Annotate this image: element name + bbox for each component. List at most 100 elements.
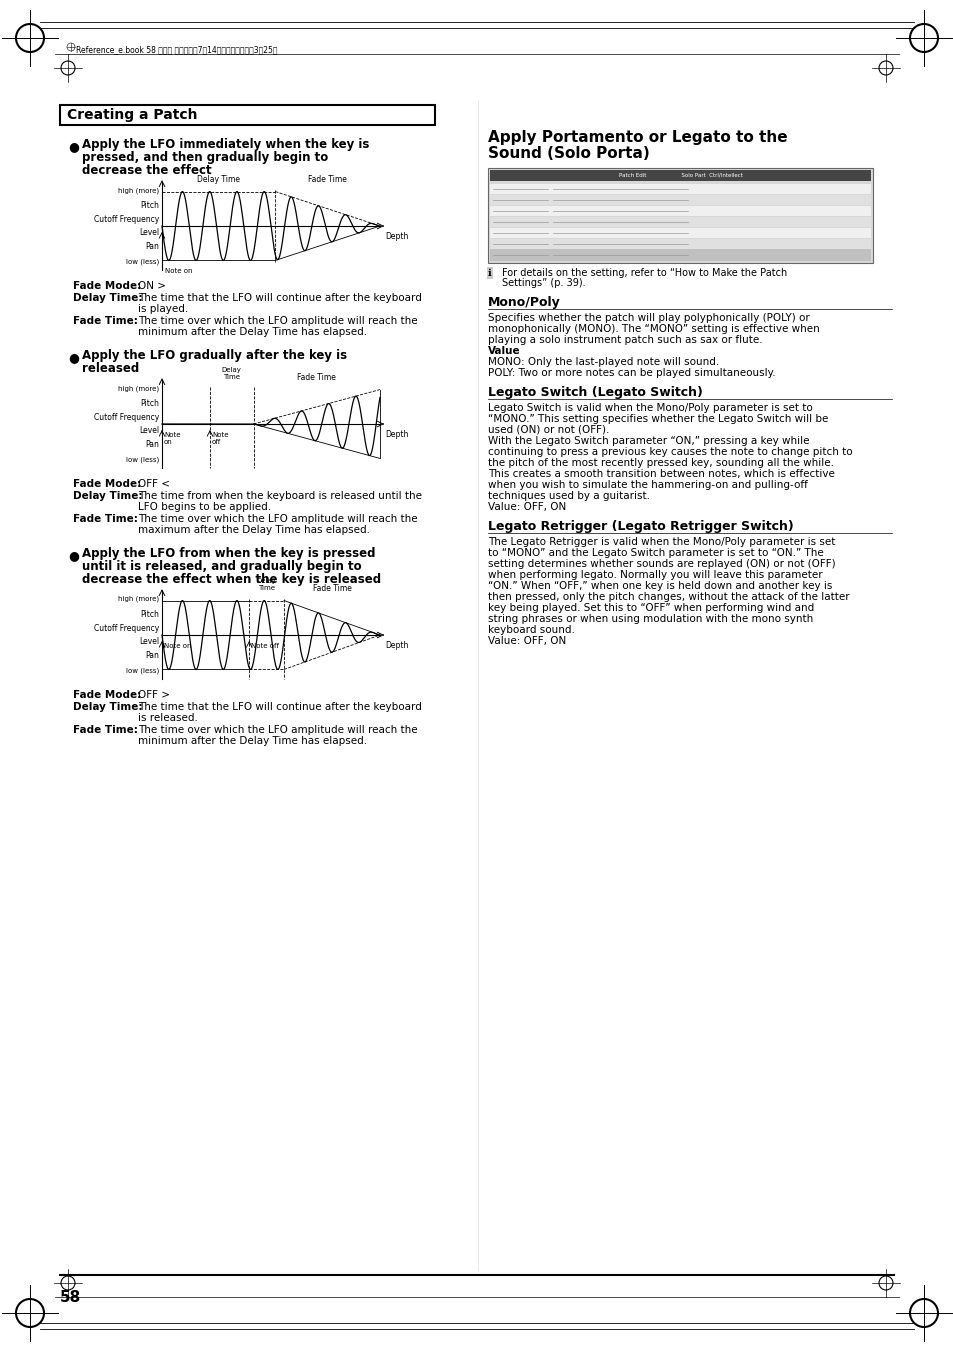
Text: Apply the LFO immediately when the key is: Apply the LFO immediately when the key i… (82, 138, 369, 151)
Text: OFF >: OFF > (138, 690, 170, 700)
Text: Note off: Note off (251, 643, 279, 648)
Text: continuing to press a previous key causes the note to change pitch to: continuing to press a previous key cause… (488, 447, 852, 457)
Text: Note on: Note on (164, 643, 192, 648)
Text: Pan: Pan (145, 651, 159, 661)
Text: Fade Mode:: Fade Mode: (73, 281, 141, 290)
Bar (490, 170, 870, 181)
Text: setting determines whether sounds are replayed (ON) or not (OFF): setting determines whether sounds are re… (488, 559, 835, 569)
Text: pressed, and then gradually begin to: pressed, and then gradually begin to (82, 151, 328, 163)
Text: key being played. Set this to “OFF” when performing wind and: key being played. Set this to “OFF” when… (488, 603, 814, 613)
Text: Delay
Time: Delay Time (256, 578, 276, 590)
Text: Cutoff Frequency: Cutoff Frequency (93, 215, 159, 224)
Text: Legato Switch is valid when the Mono/Poly parameter is set to: Legato Switch is valid when the Mono/Pol… (488, 403, 812, 413)
Text: Fade Time:: Fade Time: (73, 725, 138, 735)
Text: high (more): high (more) (118, 186, 159, 193)
Text: Note on: Note on (165, 269, 193, 274)
Text: The time from when the keyboard is released until the: The time from when the keyboard is relea… (138, 490, 421, 501)
Text: to “MONO” and the Legato Switch parameter is set to “ON.” The: to “MONO” and the Legato Switch paramete… (488, 549, 822, 558)
Text: Cutoff Frequency: Cutoff Frequency (93, 412, 159, 422)
Text: With the Legato Switch parameter “ON,” pressing a key while: With the Legato Switch parameter “ON,” p… (488, 436, 809, 446)
Text: 58: 58 (60, 1290, 81, 1305)
Text: Depth: Depth (385, 430, 408, 439)
Text: low (less): low (less) (126, 457, 159, 463)
Text: ●: ● (68, 351, 79, 363)
Text: Value: OFF, ON: Value: OFF, ON (488, 503, 566, 512)
Text: Fade Time:: Fade Time: (73, 513, 138, 524)
Text: minimum after the Delay Time has elapsed.: minimum after the Delay Time has elapsed… (138, 327, 367, 336)
Text: The time over which the LFO amplitude will reach the: The time over which the LFO amplitude wi… (138, 725, 417, 735)
Text: Apply the LFO from when the key is pressed: Apply the LFO from when the key is press… (82, 547, 375, 561)
Text: high (more): high (more) (118, 385, 159, 392)
Text: then pressed, only the pitch changes, without the attack of the latter: then pressed, only the pitch changes, wi… (488, 592, 849, 603)
Text: The Legato Retrigger is valid when the Mono/Poly parameter is set: The Legato Retrigger is valid when the M… (488, 536, 835, 547)
Text: Delay Time:: Delay Time: (73, 490, 142, 501)
Text: released: released (82, 362, 139, 376)
Text: Apply the LFO gradually after the key is: Apply the LFO gradually after the key is (82, 349, 347, 362)
Text: monophonically (MONO). The “MONO” setting is effective when: monophonically (MONO). The “MONO” settin… (488, 324, 819, 334)
Text: decrease the effect: decrease the effect (82, 163, 212, 177)
Text: high (more): high (more) (118, 596, 159, 603)
Text: LFO begins to be applied.: LFO begins to be applied. (138, 503, 271, 512)
Text: The time over which the LFO amplitude will reach the: The time over which the LFO amplitude wi… (138, 316, 417, 326)
Text: The time that the LFO will continue after the keyboard: The time that the LFO will continue afte… (138, 293, 421, 303)
Text: Sound (Solo Porta): Sound (Solo Porta) (488, 146, 649, 161)
Text: MONO: Only the last-played note will sound.: MONO: Only the last-played note will sou… (488, 357, 719, 367)
Text: Pan: Pan (145, 242, 159, 251)
Text: maximum after the Delay Time has elapsed.: maximum after the Delay Time has elapsed… (138, 526, 370, 535)
Text: minimum after the Delay Time has elapsed.: minimum after the Delay Time has elapsed… (138, 736, 367, 746)
Text: For details on the setting, refer to “How to Make the Patch: For details on the setting, refer to “Ho… (501, 267, 786, 278)
Bar (490, 250, 870, 259)
Text: Pitch: Pitch (140, 609, 159, 619)
Text: techniques used by a guitarist.: techniques used by a guitarist. (488, 490, 649, 501)
Text: Note
on: Note on (164, 432, 180, 444)
Text: ●: ● (68, 141, 79, 153)
Text: Apply Portamento or Legato to the: Apply Portamento or Legato to the (488, 130, 787, 145)
Text: Delay Time: Delay Time (197, 174, 240, 184)
Text: Fade Time:: Fade Time: (73, 316, 138, 326)
Text: This creates a smooth transition between notes, which is effective: This creates a smooth transition between… (488, 469, 834, 480)
Text: Level: Level (139, 638, 159, 646)
Text: Mono/Poly: Mono/Poly (488, 296, 560, 309)
Text: ON >: ON > (138, 281, 166, 290)
Text: Settings” (p. 39).: Settings” (p. 39). (501, 278, 585, 288)
Text: Level: Level (139, 228, 159, 238)
Bar (488, 168, 872, 263)
Text: Delay
Time: Delay Time (222, 366, 241, 380)
Text: The time over which the LFO amplitude will reach the: The time over which the LFO amplitude wi… (138, 513, 417, 524)
Bar (490, 239, 870, 249)
Text: when performing legato. Normally you will leave this parameter: when performing legato. Normally you wil… (488, 570, 821, 580)
Text: low (less): low (less) (126, 667, 159, 674)
Text: ●: ● (68, 549, 79, 562)
Text: Note
off: Note off (212, 432, 228, 444)
Text: Fade Mode:: Fade Mode: (73, 480, 141, 489)
Text: low (less): low (less) (126, 258, 159, 265)
Text: Pan: Pan (145, 440, 159, 449)
Text: Reference_e.book 58 ページ ２００３年7月14日　月曜日　午後3時25分: Reference_e.book 58 ページ ２００３年7月14日 月曜日 午… (76, 45, 277, 54)
Text: until it is released, and gradually begin to: until it is released, and gradually begi… (82, 561, 361, 573)
Text: Value: Value (488, 346, 520, 357)
Text: Fade Time: Fade Time (313, 584, 351, 593)
Text: The time that the LFO will continue after the keyboard: The time that the LFO will continue afte… (138, 703, 421, 712)
Text: Pitch: Pitch (140, 399, 159, 408)
Text: keyboard sound.: keyboard sound. (488, 626, 575, 635)
Text: Delay Time:: Delay Time: (73, 293, 142, 303)
Text: Fade Mode:: Fade Mode: (73, 690, 141, 700)
Text: OFF <: OFF < (138, 480, 170, 489)
Text: playing a solo instrument patch such as sax or flute.: playing a solo instrument patch such as … (488, 335, 761, 345)
Text: Specifies whether the patch will play polyphonically (POLY) or: Specifies whether the patch will play po… (488, 313, 809, 323)
Text: Legato Switch (Legato Switch): Legato Switch (Legato Switch) (488, 386, 702, 399)
Text: “ON.” When “OFF,” when one key is held down and another key is: “ON.” When “OFF,” when one key is held d… (488, 581, 832, 590)
Text: Fade Time: Fade Time (297, 373, 335, 381)
Bar (490, 195, 870, 205)
Text: Pitch: Pitch (140, 201, 159, 209)
Text: ℹ: ℹ (488, 267, 491, 278)
Text: Creating a Patch: Creating a Patch (67, 108, 197, 122)
Text: string phrases or when using modulation with the mono synth: string phrases or when using modulation … (488, 613, 812, 624)
Text: used (ON) or not (OFF).: used (ON) or not (OFF). (488, 426, 609, 435)
Text: Depth: Depth (385, 640, 408, 650)
Text: Patch Edit                    Solo Part  Ctrl/Intellect: Patch Edit Solo Part Ctrl/Intellect (618, 173, 741, 177)
Text: Value: OFF, ON: Value: OFF, ON (488, 636, 566, 646)
Text: Cutoff Frequency: Cutoff Frequency (93, 624, 159, 632)
Bar (490, 218, 870, 227)
Text: is released.: is released. (138, 713, 197, 723)
